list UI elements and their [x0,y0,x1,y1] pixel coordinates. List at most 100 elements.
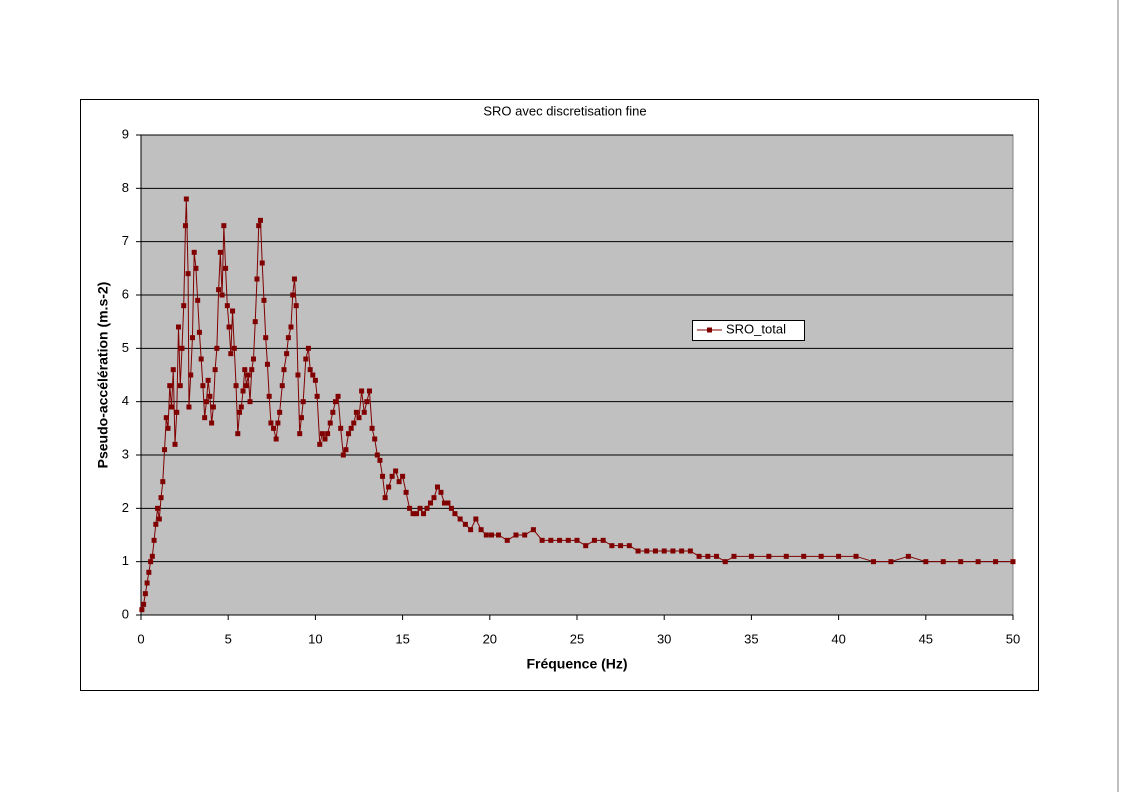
point [652,548,658,554]
point [361,409,367,415]
point [351,420,357,426]
point [783,553,789,559]
point [219,292,225,298]
point [853,553,859,559]
point [228,351,234,357]
point [417,505,423,511]
y-tick-label: 6 [122,286,129,301]
point [160,479,166,485]
point [343,447,349,453]
point [177,383,183,389]
point [335,393,341,399]
point [146,569,152,575]
point [182,223,188,229]
y-tick-label: 2 [122,500,129,515]
point [441,500,447,506]
point [142,591,148,597]
point [530,527,536,533]
legend: SRO_total [692,320,805,341]
point [174,409,180,415]
point [317,441,323,447]
point [149,553,155,559]
point [290,292,296,298]
point [314,393,320,399]
point [618,543,624,549]
point [386,484,392,490]
point [242,367,248,373]
x-tick-label: 5 [225,631,232,646]
point [188,372,194,378]
point [369,425,375,431]
legend-marker [707,327,712,333]
point [661,548,667,554]
point [203,399,209,405]
point [748,553,754,559]
point [356,415,362,421]
point [396,479,402,485]
point [195,297,201,303]
point [237,409,243,415]
point [169,404,175,410]
point [186,404,192,410]
point [565,537,571,543]
point [200,383,206,389]
point [205,377,211,383]
point [155,505,161,511]
point [414,511,420,517]
point [325,431,331,437]
point [473,516,479,522]
point [468,527,474,533]
point [148,559,154,565]
point [393,468,399,474]
y-tick-label: 4 [122,393,129,408]
point [452,511,458,517]
point [268,420,274,426]
point [609,543,615,549]
point [644,548,650,554]
point [372,436,378,442]
point [165,425,171,431]
point [818,553,824,559]
point [836,553,842,559]
point [574,537,580,543]
point [259,260,265,266]
point [445,500,451,506]
point [167,383,173,389]
point [158,495,164,501]
point [172,441,178,447]
point [185,271,191,277]
point [264,361,270,367]
x-axis-title: Fréquence (Hz) [526,656,627,672]
point [223,265,229,271]
point [231,345,237,351]
point [340,452,346,458]
x-tick-label: 10 [308,631,322,646]
point [275,420,281,426]
point [305,345,311,351]
point [252,319,258,325]
point [504,537,510,543]
point [196,329,202,335]
point [285,335,291,341]
point [366,388,372,394]
x-tick-label: 30 [657,631,671,646]
point [238,404,244,410]
point [312,377,318,383]
point [175,324,181,330]
point [462,521,468,527]
point [233,383,239,389]
point [403,489,409,495]
point [298,415,304,421]
point [513,532,519,538]
point [216,287,222,293]
point [257,217,263,223]
point [687,548,693,554]
point [153,521,159,527]
point [322,436,328,442]
point [221,223,227,229]
point [198,356,204,362]
point [382,495,388,501]
point [307,367,313,373]
